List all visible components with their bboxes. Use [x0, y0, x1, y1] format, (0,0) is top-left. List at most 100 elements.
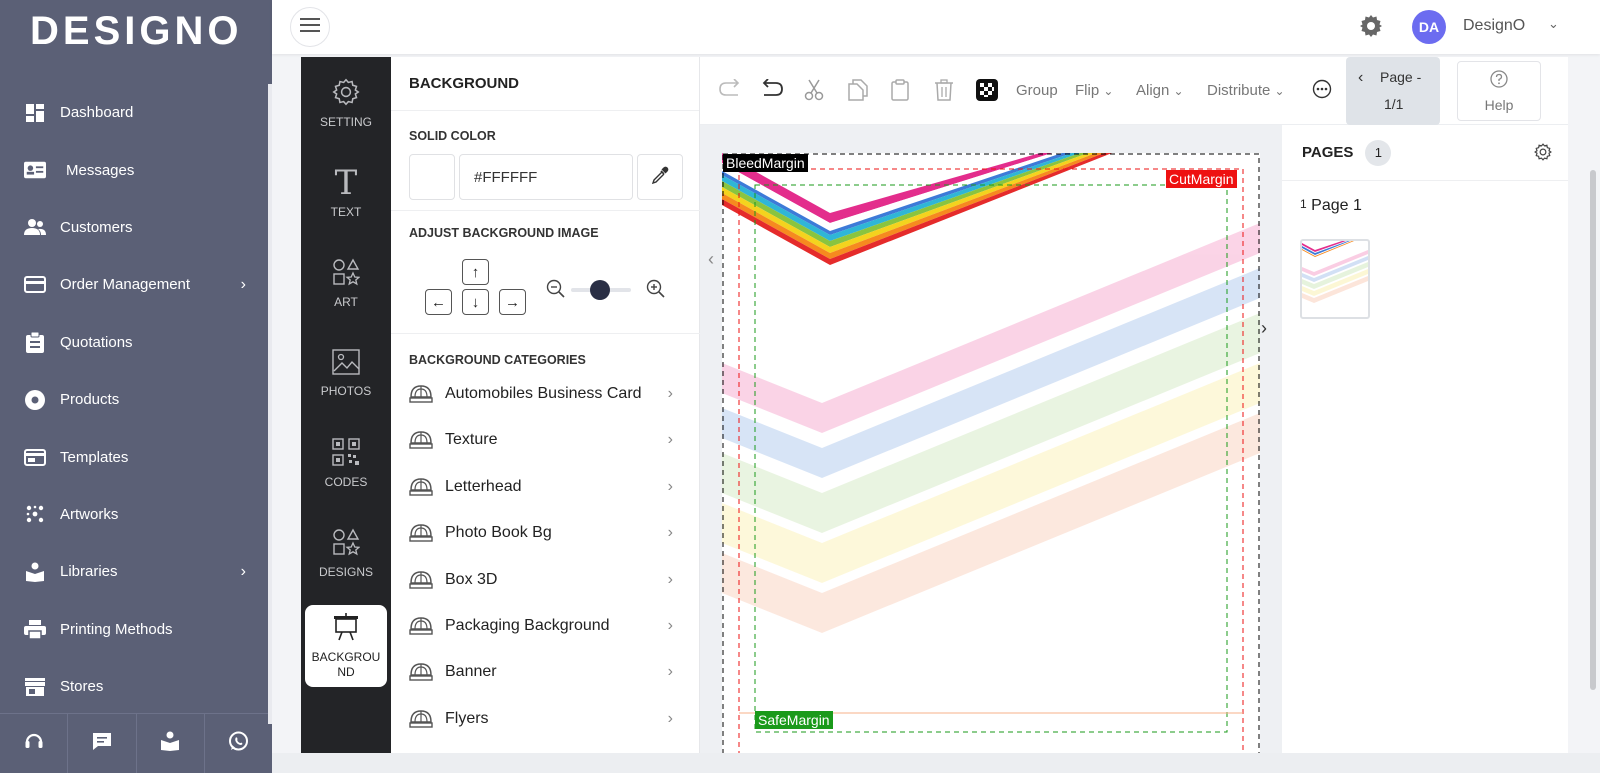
zoom-in-icon[interactable] — [646, 279, 666, 304]
undo-icon[interactable] — [760, 78, 784, 104]
move-up-button[interactable]: ↑ — [462, 259, 489, 285]
move-down-button[interactable]: ↓ — [462, 289, 489, 315]
category-item[interactable]: Packaging Background › — [409, 603, 681, 649]
page-scrollbar[interactable] — [1590, 170, 1596, 690]
rail-item-text[interactable]: T TEXT — [301, 151, 391, 235]
nav-item-customers[interactable]: Customers — [0, 199, 272, 256]
category-item[interactable]: Banner › — [409, 649, 681, 695]
eyedropper-button[interactable] — [637, 154, 683, 200]
more-options-icon[interactable] — [1312, 79, 1332, 104]
chat-icon — [92, 732, 112, 756]
nav-item-printing-methods[interactable]: Printing Methods — [0, 601, 272, 658]
rail-item-designs[interactable]: DESIGNS — [301, 511, 391, 595]
nav-item-messages[interactable]: Messages — [0, 141, 272, 198]
rail-item-photos[interactable]: PHOTOS — [301, 331, 391, 415]
printer-icon — [24, 618, 46, 640]
zoom-out-icon[interactable] — [546, 279, 566, 304]
solid-color-label: SOLID COLOR — [409, 129, 496, 143]
nav-item-order-management[interactable]: Order Management › — [0, 256, 272, 313]
pages-count-badge: 1 — [1365, 139, 1392, 166]
chevron-right-icon: › — [667, 570, 673, 588]
support-button[interactable] — [0, 714, 69, 773]
transparency-icon[interactable] — [976, 79, 998, 106]
trash-icon[interactable] — [934, 79, 954, 106]
avatar[interactable]: DA — [1412, 10, 1446, 44]
menu-toggle-button[interactable] — [290, 7, 330, 47]
chevron-left-icon[interactable]: ‹ — [1358, 69, 1364, 86]
distribute-dropdown[interactable]: Distribute ⌄ — [1207, 82, 1285, 99]
category-label: Letterhead — [445, 477, 522, 495]
top-chevron-stripes — [722, 153, 1112, 265]
category-label: Flyers — [445, 709, 489, 727]
category-label: Packaging Background — [445, 617, 610, 634]
username[interactable]: DesignO — [1463, 17, 1526, 34]
collapse-panel-icon[interactable]: ‹ — [708, 249, 714, 269]
nav-item-stores[interactable]: Stores — [0, 658, 272, 715]
rail-item-codes[interactable]: CODES — [301, 421, 391, 505]
category-item[interactable]: Photo Book Bg › — [409, 510, 681, 556]
nav-item-templates[interactable]: Templates — [0, 428, 272, 485]
gear-icon[interactable] — [1534, 143, 1552, 165]
align-dropdown[interactable]: Align ⌄ — [1136, 82, 1184, 99]
nav-item-libraries[interactable]: Libraries › — [0, 543, 272, 600]
tool-rail: SETTING T TEXT ART PHOTOS CODES DESIGNS … — [301, 57, 391, 753]
nav-item-products[interactable]: Products — [0, 371, 272, 428]
chevron-right-icon: › — [667, 524, 673, 542]
sidebar-scrollbar[interactable] — [268, 84, 272, 724]
brand-logo[interactable]: DESIGNO — [30, 8, 243, 53]
main-sidebar: DESIGNO Dashboard Messages Customers Ord… — [0, 0, 272, 773]
whatsapp-button[interactable] — [205, 714, 272, 773]
hex-color-input[interactable]: #FFFFFF — [459, 154, 633, 200]
page-value: 1/1 — [1384, 96, 1404, 112]
color-swatch[interactable] — [409, 154, 455, 200]
settings-button[interactable] — [1359, 14, 1383, 43]
category-item[interactable]: Flyers › — [409, 696, 681, 742]
umbrella-icon — [409, 522, 433, 544]
chevron-down-icon[interactable]: ⌄ — [1548, 16, 1559, 31]
page-thumb-label[interactable]: 1 Page 1 — [1300, 197, 1362, 215]
chevron-right-icon: › — [667, 663, 673, 681]
docs-button[interactable] — [137, 714, 205, 773]
rail-item-background[interactable]: BACKGROU ND — [305, 605, 387, 687]
nav-item-artworks[interactable]: Artworks — [0, 486, 272, 543]
nav-item-quotations[interactable]: Quotations — [0, 314, 272, 371]
page-navigator[interactable]: ‹ Page - 1/1 — [1346, 57, 1440, 125]
zoom-slider-thumb[interactable] — [590, 280, 610, 300]
copy-icon[interactable] — [848, 79, 868, 106]
image-icon — [332, 348, 360, 378]
question-icon — [1490, 69, 1508, 91]
nav-item-dashboard[interactable]: Dashboard — [0, 84, 272, 141]
category-item[interactable]: Texture › — [409, 417, 681, 463]
category-item[interactable]: Automobiles Business Card › — [409, 371, 681, 417]
category-item[interactable]: Letterhead › — [409, 464, 681, 510]
bottom-bar — [272, 753, 1600, 773]
help-label: Help — [1484, 96, 1514, 113]
redo-icon[interactable] — [718, 78, 742, 104]
chevron-down-icon: ⌄ — [1173, 84, 1184, 98]
rail-label: TEXT — [330, 205, 362, 219]
chat-button[interactable] — [68, 714, 137, 773]
paste-icon[interactable] — [891, 79, 909, 106]
cut-icon[interactable] — [804, 79, 824, 106]
messages-icon — [24, 159, 46, 181]
rail-item-art[interactable]: ART — [301, 241, 391, 325]
expand-pages-icon[interactable]: › — [1261, 318, 1267, 338]
nav-label: Libraries — [60, 563, 118, 581]
top-bar: DA DesignO ⌄ — [272, 0, 1600, 54]
page-thumbnail[interactable] — [1300, 239, 1370, 319]
category-item[interactable]: Box 3D › — [409, 557, 681, 603]
group-button[interactable]: Group — [1016, 82, 1058, 99]
dashboard-icon — [24, 102, 46, 124]
help-button[interactable]: Help — [1457, 61, 1541, 121]
rail-item-setting[interactable]: SETTING — [301, 61, 391, 145]
move-left-button[interactable]: ← — [425, 289, 452, 315]
nav-label: Dashboard — [60, 104, 134, 122]
category-label: Texture — [445, 431, 498, 449]
background-stripes — [722, 223, 1260, 633]
design-page[interactable]: BleedMargin CutMargin SafeMargin — [722, 153, 1260, 753]
rail-label: BACKGROU ND — [311, 649, 381, 679]
flip-dropdown[interactable]: Flip ⌄ — [1075, 82, 1113, 99]
eyedropper-icon — [651, 166, 669, 189]
move-right-button[interactable]: → — [499, 289, 526, 315]
gear-icon — [332, 78, 360, 109]
